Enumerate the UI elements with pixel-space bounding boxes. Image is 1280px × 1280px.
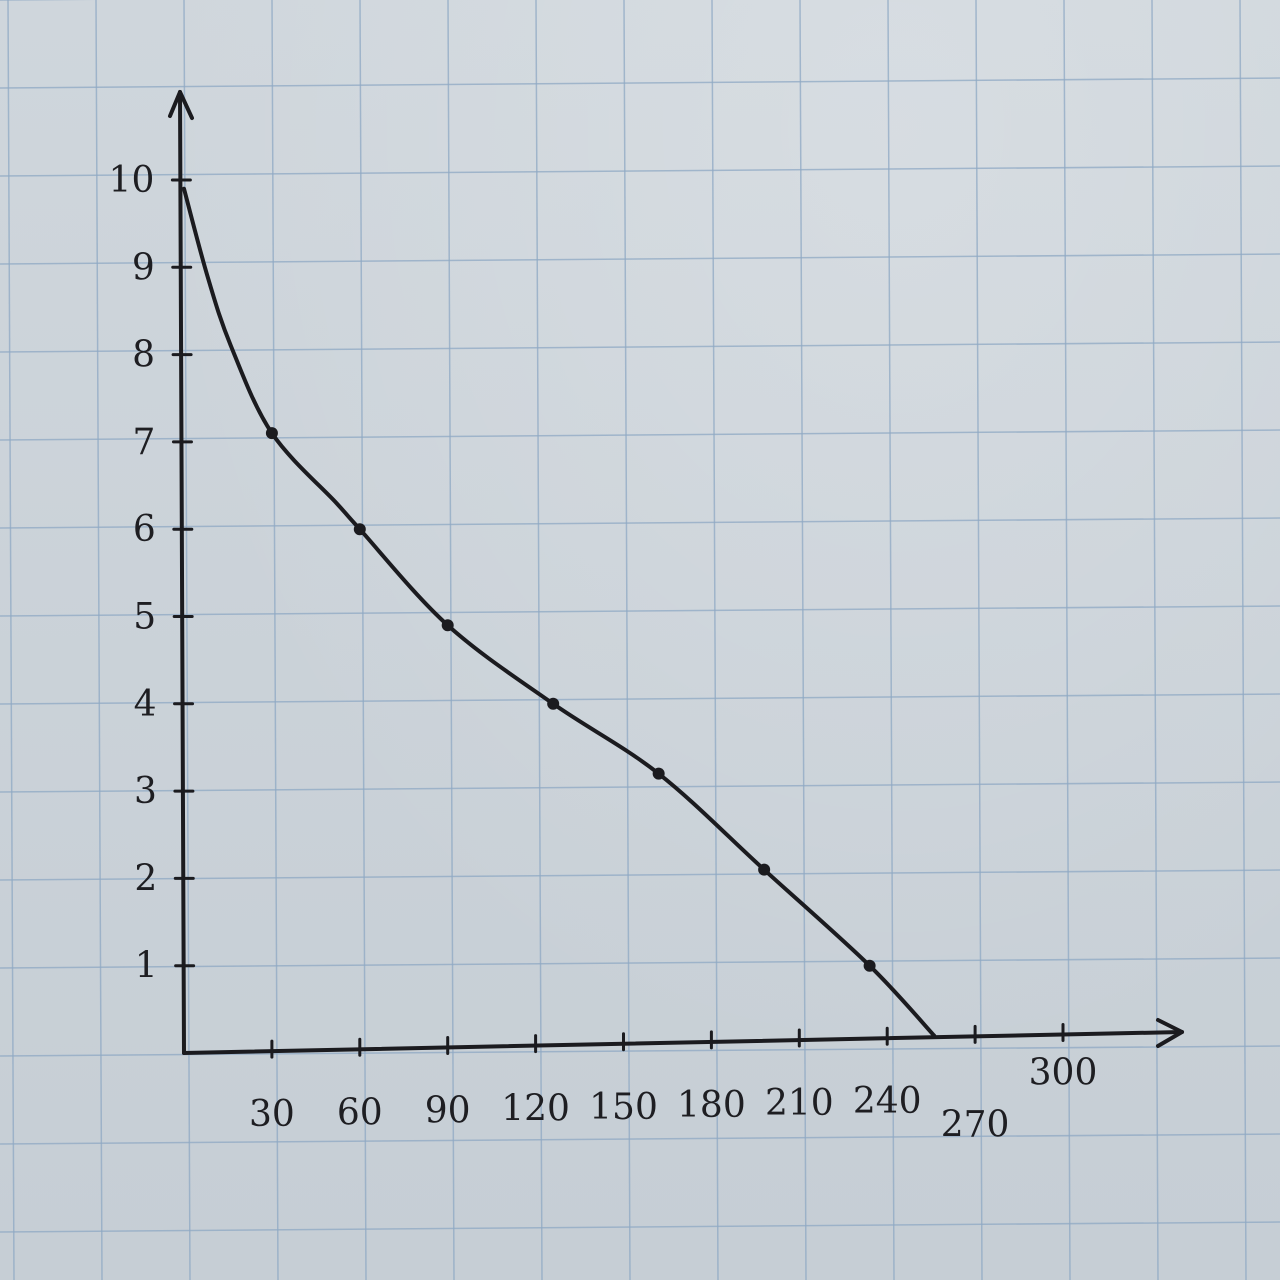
x-tick-label: 30 — [249, 1094, 295, 1135]
grid-line-vertical — [1239, 0, 1247, 1280]
y-tick-label: 6 — [133, 509, 156, 550]
y-tick-label: 10 — [109, 160, 155, 201]
data-point — [652, 767, 665, 780]
y-tick-label: 4 — [134, 684, 157, 725]
y-tick-label: 7 — [133, 422, 156, 463]
grid-line-horizontal — [0, 869, 1280, 881]
grid-line-vertical — [975, 0, 983, 1280]
grid-line-horizontal — [0, 605, 1280, 617]
y-tick-label: 1 — [135, 946, 158, 987]
grid-line-vertical — [183, 0, 191, 1280]
grid-line-horizontal — [0, 781, 1280, 793]
data-point — [863, 959, 876, 972]
grid-line-horizontal — [0, 1133, 1280, 1145]
series — [182, 186, 937, 1038]
y-axis-arrow — [168, 90, 194, 120]
tick-labels: 30 60 90 120 150 180 210 240 270 300 1 2 3 4 5 6 7 8 9 10 — [109, 160, 1098, 1145]
y-tick-label: 5 — [133, 597, 156, 638]
y-axis — [178, 90, 186, 1055]
grid-line-vertical — [623, 0, 631, 1280]
x-tick-label: 150 — [589, 1087, 658, 1128]
y-tick-label: 9 — [132, 247, 155, 288]
grid-line-horizontal — [0, 429, 1280, 441]
data-point — [758, 863, 771, 876]
grid-line-horizontal — [0, 957, 1280, 969]
grid-line-vertical — [799, 0, 807, 1280]
grid-line-vertical — [1063, 0, 1071, 1280]
x-tick-label: 90 — [425, 1090, 471, 1131]
grid-line-horizontal — [0, 77, 1280, 89]
data-point — [353, 523, 366, 536]
grid-line-vertical — [359, 0, 367, 1280]
grid-line-vertical — [271, 0, 279, 1280]
grid-line-vertical — [535, 0, 543, 1280]
axes — [168, 90, 1184, 1055]
x-axis-arrow — [1156, 1018, 1184, 1048]
data-point — [265, 427, 278, 440]
grid-line-horizontal — [0, 165, 1280, 177]
x-tick-label: 120 — [501, 1089, 570, 1130]
x-tick-label: 210 — [765, 1083, 834, 1124]
x-axis — [182, 1030, 1184, 1055]
grid-line-horizontal — [0, 517, 1280, 529]
data-point — [441, 619, 454, 632]
data-point — [547, 697, 560, 710]
grid-line-horizontal — [0, 693, 1280, 705]
grid-line-horizontal — [0, 341, 1280, 353]
x-tick-label: 240 — [853, 1081, 922, 1122]
grid-line-vertical — [447, 0, 455, 1280]
x-tick-label: 60 — [337, 1092, 383, 1133]
x-tick-label: 180 — [677, 1085, 746, 1126]
grid-line-horizontal — [0, 253, 1280, 265]
y-tick-label: 3 — [134, 771, 157, 812]
y-tick-label: 8 — [132, 335, 155, 376]
grid-line-vertical — [1151, 0, 1159, 1280]
grid-line-vertical — [887, 0, 895, 1280]
x-tick-label: 300 — [1029, 1053, 1098, 1094]
x-tick-label: 270 — [941, 1104, 1010, 1145]
grid-line-vertical — [95, 0, 103, 1280]
grid-line-vertical — [7, 0, 15, 1280]
grid-line-vertical — [711, 0, 719, 1280]
grid-line-horizontal — [0, 1221, 1280, 1233]
ticks — [170, 178, 1065, 1059]
y-tick-label: 2 — [134, 858, 157, 899]
